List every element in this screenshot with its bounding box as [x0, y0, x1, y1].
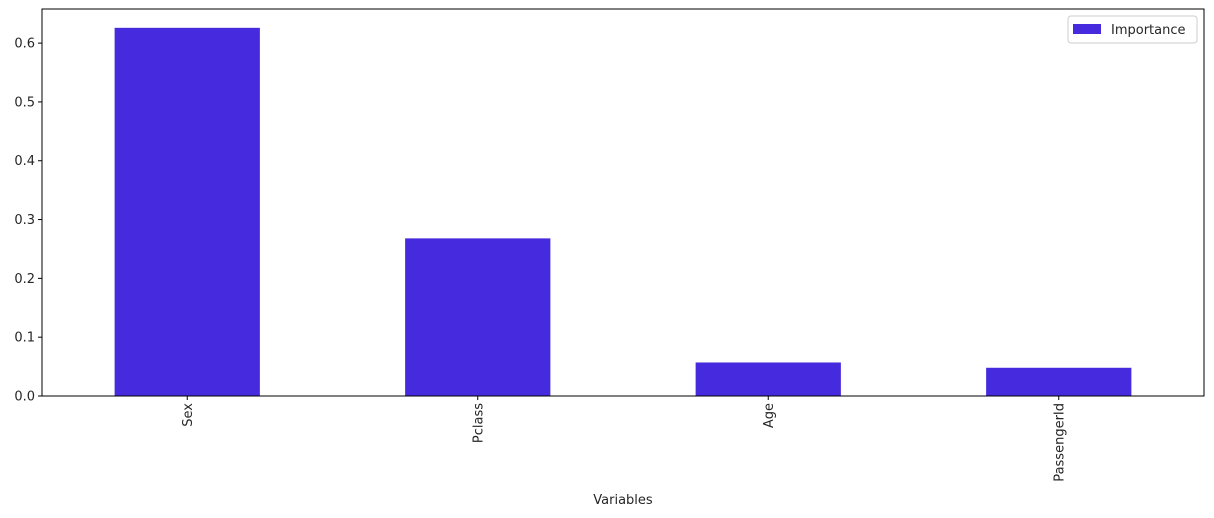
x-tick-label: PassengerId [1052, 403, 1067, 482]
legend-swatch [1073, 24, 1101, 34]
bars [114, 27, 1132, 396]
x-tick-label: Age [762, 403, 777, 428]
x-tick-label: Pclass [471, 403, 486, 443]
plot-frame [41, 8, 1205, 397]
y-tick-label: 0.3 [14, 213, 35, 228]
x-axis-ticks: Sex Pclass Age PassengerId [181, 396, 1067, 482]
y-tick-label: 0.1 [14, 331, 35, 346]
x-tick-label: Sex [181, 403, 196, 427]
y-tick-label: 0.4 [14, 154, 35, 169]
y-tick-label: 0.0 [14, 390, 35, 405]
y-axis-ticks: 0.0 0.1 0.2 0.3 0.4 0.5 0.6 [14, 37, 42, 405]
bar-sex [114, 27, 260, 396]
x-axis-label: Variables [593, 493, 653, 508]
y-tick-label: 0.2 [14, 272, 35, 287]
bar-age [695, 362, 841, 396]
bar-passengerid [986, 367, 1132, 396]
y-tick-label: 0.5 [14, 95, 35, 110]
bar-pclass [405, 238, 551, 396]
legend: Importance [1067, 15, 1198, 44]
y-tick-label: 0.6 [14, 37, 35, 52]
legend-entry-importance: Importance [1111, 23, 1186, 38]
legend-box [1067, 15, 1198, 44]
